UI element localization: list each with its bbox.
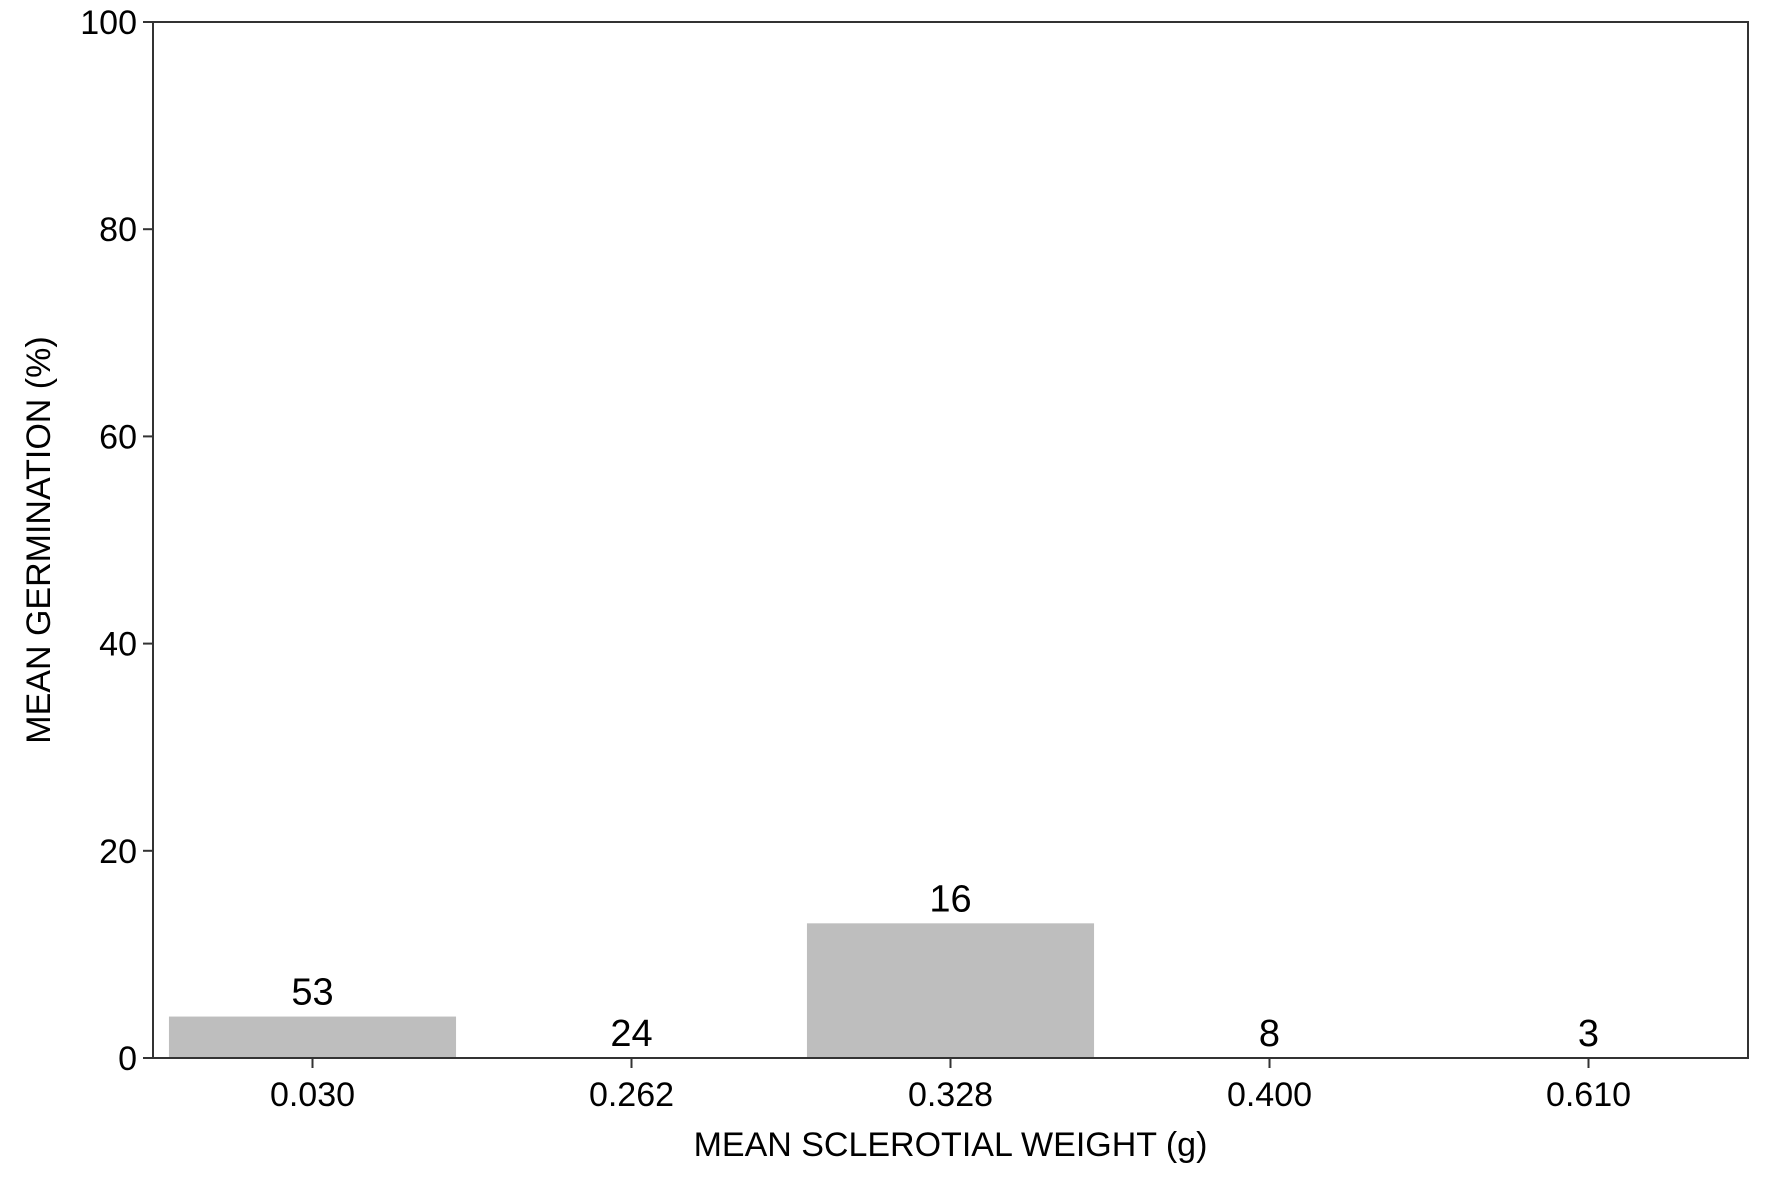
x-tick-label-0.610: 0.610 (1546, 1076, 1631, 1114)
x-axis: 0.030 0.262 0.328 0.400 0.610 (270, 1058, 1631, 1114)
data-label-0.262: 24 (610, 1013, 652, 1055)
y-axis-title: MEAN GERMINATION (%) (20, 336, 58, 743)
data-label-0.610: 3 (1578, 1013, 1599, 1055)
bar-0.030 (168, 1016, 457, 1058)
x-tick-label-0.262: 0.262 (589, 1076, 674, 1114)
x-axis-title: MEAN SCLEROTIAL WEIGHT (g) (694, 1126, 1208, 1164)
x-tick-label-0.328: 0.328 (908, 1076, 993, 1114)
x-tick-label-0.030: 0.030 (270, 1076, 355, 1114)
data-label-0.400: 8 (1259, 1013, 1280, 1055)
data-labels-layer: 53 24 16 8 3 (291, 878, 1599, 1055)
data-label-0.030: 53 (291, 972, 333, 1014)
y-tick-label-60: 60 (99, 418, 137, 456)
x-tick-label-0.400: 0.400 (1227, 1076, 1312, 1114)
y-tick-label-20: 20 (99, 833, 137, 871)
y-tick-label-0: 0 (118, 1040, 137, 1078)
data-label-0.328: 16 (929, 878, 971, 920)
bars-layer (168, 923, 1095, 1058)
y-tick-label-80: 80 (99, 211, 137, 249)
y-tick-label-40: 40 (99, 626, 137, 664)
bar-0.328 (806, 923, 1095, 1058)
y-tick-label-100: 100 (80, 4, 137, 42)
y-axis: 0 20 40 60 80 100 (80, 4, 153, 1078)
